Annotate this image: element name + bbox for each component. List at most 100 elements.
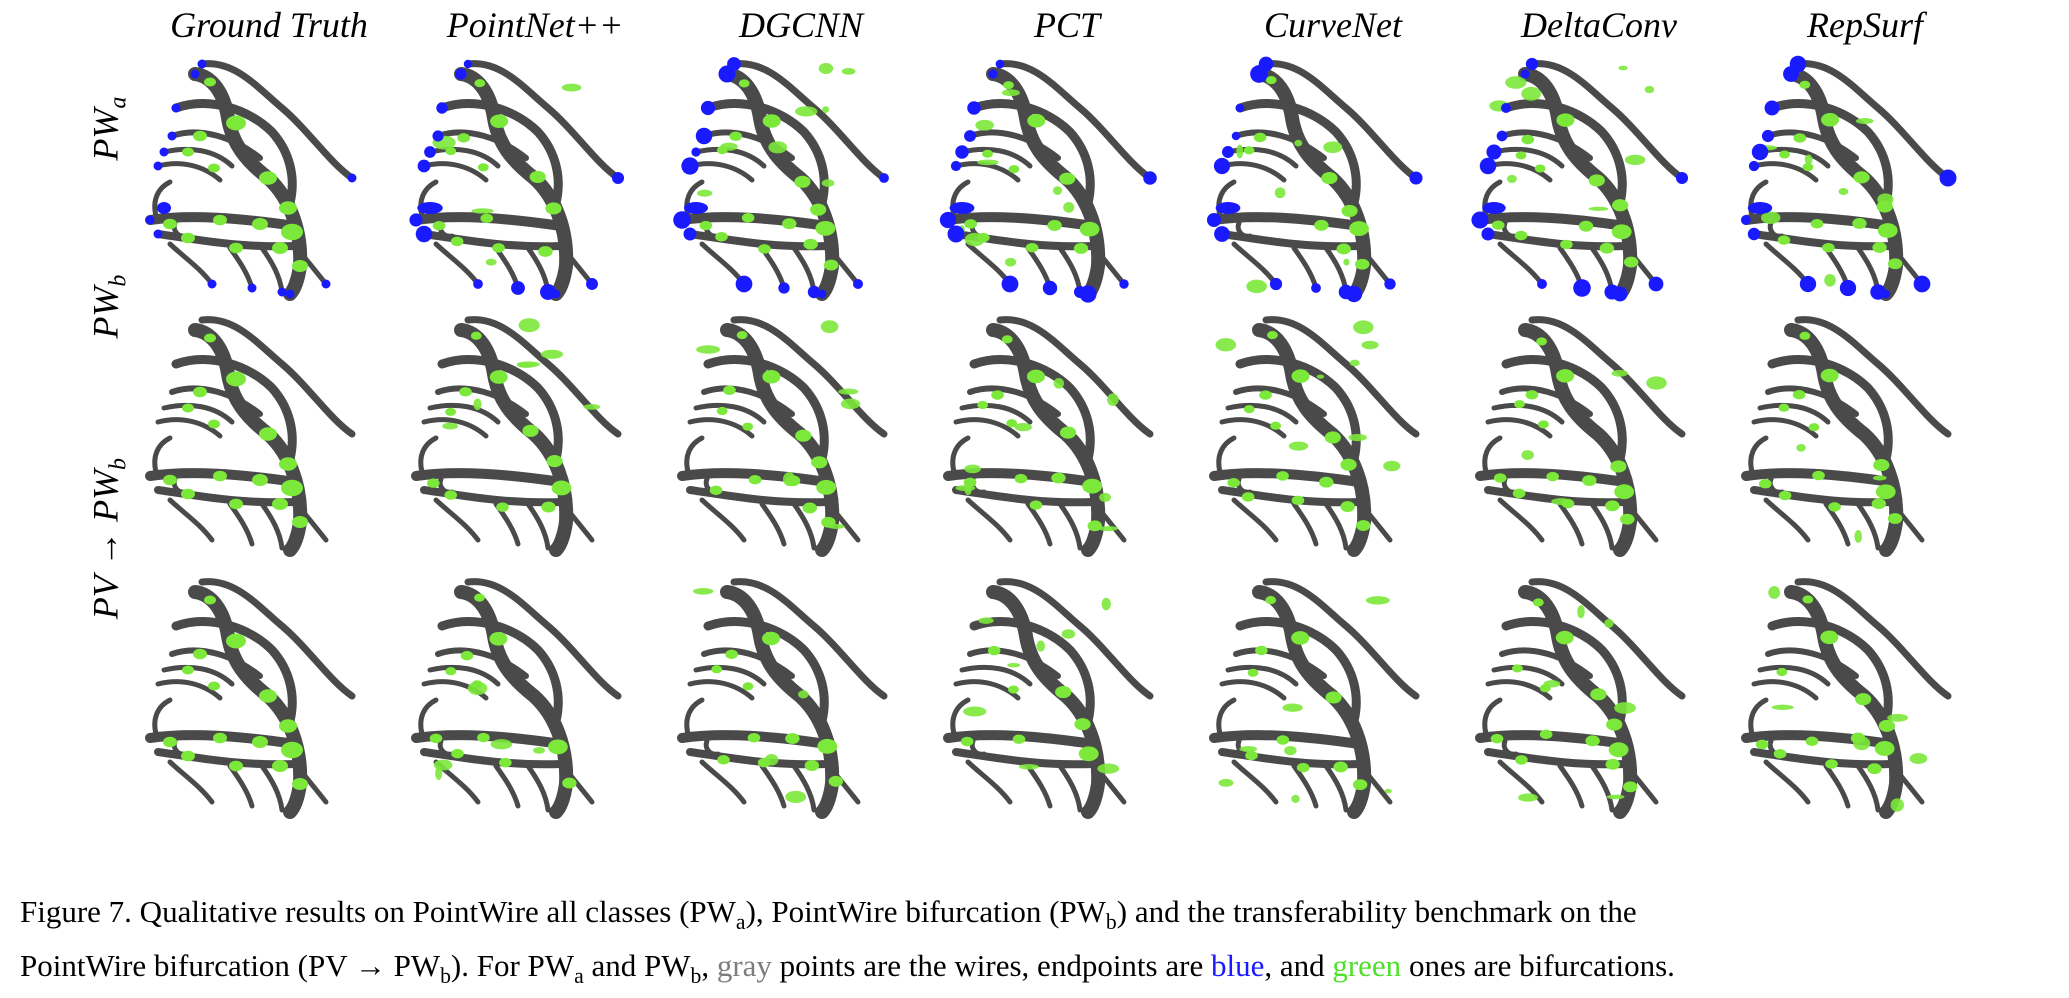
bifurcation-point bbox=[1871, 498, 1887, 510]
bifurcation-point bbox=[804, 760, 820, 771]
bifurcation-point bbox=[1029, 500, 1043, 510]
wire-segment bbox=[699, 241, 747, 287]
wire-segment bbox=[1291, 501, 1319, 547]
bifurcation-speckle bbox=[822, 106, 830, 114]
vessel-render bbox=[1209, 316, 1420, 557]
bifurcation-point bbox=[815, 220, 836, 236]
bifurcation-point bbox=[1812, 470, 1825, 481]
column-header: Ground Truth bbox=[170, 5, 368, 45]
bifurcation-point bbox=[281, 741, 303, 759]
endpoint-point bbox=[207, 279, 217, 289]
wire-segment bbox=[161, 664, 235, 687]
bifurcation-point bbox=[480, 213, 494, 224]
endpoint-point bbox=[1471, 211, 1489, 229]
caption-subscript: b bbox=[440, 964, 451, 989]
bifurcation-point bbox=[229, 760, 243, 772]
wire-segment bbox=[693, 664, 767, 687]
endpoint-point bbox=[735, 275, 753, 293]
endpoint-point bbox=[159, 147, 169, 157]
bifurcation-point bbox=[208, 163, 220, 173]
bifurcation-point bbox=[762, 114, 781, 128]
wire-segment bbox=[1499, 129, 1593, 161]
bifurcation-point bbox=[1777, 235, 1791, 245]
endpoint-point bbox=[540, 284, 556, 300]
bifurcation-point bbox=[292, 516, 308, 528]
result-cell bbox=[672, 566, 938, 828]
caption-text: PointWire bifurcation (PV → PW bbox=[20, 948, 441, 984]
bifurcation-speckle bbox=[975, 119, 994, 131]
bifurcation-point bbox=[794, 175, 811, 188]
result-cell bbox=[1204, 566, 1470, 828]
endpoint-point bbox=[1761, 129, 1775, 143]
bifurcation-speckle bbox=[1853, 736, 1871, 751]
bifurcation-point bbox=[1802, 595, 1814, 604]
wire-segment bbox=[969, 738, 987, 757]
wire-segment bbox=[1361, 505, 1393, 543]
endpoint-point bbox=[1409, 171, 1423, 185]
wire-segment bbox=[1589, 763, 1615, 813]
bifurcation-speckle bbox=[768, 141, 788, 154]
wire-segment bbox=[1763, 241, 1811, 287]
bifurcation-point bbox=[1026, 369, 1045, 384]
bifurcation-point bbox=[1560, 239, 1573, 250]
bifurcation-speckle bbox=[1365, 596, 1390, 605]
bifurcation-point bbox=[1270, 421, 1282, 430]
bifurcation-speckle bbox=[583, 404, 601, 410]
column-header: CurveNet bbox=[1264, 5, 1402, 45]
bifurcation-point bbox=[1087, 520, 1102, 532]
wire-segment bbox=[703, 99, 829, 208]
bifurcation-point bbox=[1265, 76, 1277, 85]
bifurcation-point bbox=[1590, 688, 1607, 701]
bifurcation-point bbox=[451, 748, 464, 759]
wire-segment bbox=[427, 146, 501, 169]
bifurcation-speckle bbox=[1521, 450, 1534, 460]
bifurcation-point bbox=[1878, 719, 1896, 732]
caption-text: ones are bifurcations. bbox=[1401, 948, 1675, 984]
bifurcation-speckle bbox=[1353, 320, 1374, 335]
bifurcation-point bbox=[1820, 368, 1839, 383]
bifurcation-speckle bbox=[696, 345, 721, 354]
wire-segment bbox=[1767, 220, 1785, 239]
bifurcation-point bbox=[213, 470, 227, 482]
bifurcation-point bbox=[499, 757, 512, 768]
row-label: PWb bbox=[83, 197, 140, 417]
bifurcation-point bbox=[1047, 220, 1062, 231]
bifurcation-speckle bbox=[1604, 618, 1614, 628]
bifurcation-point bbox=[1779, 150, 1790, 159]
bifurcation-point bbox=[762, 369, 781, 384]
bifurcation-point bbox=[1025, 242, 1039, 253]
wire-segment bbox=[1501, 476, 1519, 495]
bifurcation-speckle bbox=[1383, 460, 1401, 472]
wire-segment bbox=[1216, 435, 1237, 475]
bifurcation-speckle bbox=[1588, 206, 1609, 211]
bifurcation-point bbox=[1534, 164, 1546, 173]
bifurcation-point bbox=[1799, 80, 1811, 89]
bifurcation-point bbox=[459, 387, 472, 397]
bifurcation-point bbox=[1515, 151, 1527, 160]
bifurcation-point bbox=[1610, 460, 1627, 473]
bifurcation-point bbox=[204, 333, 216, 343]
bifurcation-point bbox=[450, 236, 464, 247]
wire-segment bbox=[759, 763, 787, 809]
bifurcation-point bbox=[182, 147, 194, 157]
bifurcation-point bbox=[1585, 735, 1600, 747]
bifurcation-speckle bbox=[1559, 116, 1572, 125]
bifurcation-point bbox=[477, 732, 490, 743]
bifurcation-point bbox=[1247, 668, 1259, 677]
bifurcation-speckle bbox=[1611, 369, 1628, 377]
endpoint-point bbox=[1001, 275, 1019, 293]
bifurcation-point bbox=[1605, 758, 1620, 770]
wire-segment bbox=[421, 417, 489, 439]
wire-segment bbox=[684, 697, 705, 737]
bifurcation-point bbox=[1515, 755, 1528, 765]
wire-segment bbox=[437, 99, 563, 208]
bifurcation-point bbox=[1321, 172, 1338, 185]
wire-segment bbox=[1794, 60, 1952, 182]
wire-segment bbox=[1231, 759, 1279, 805]
wire-segment bbox=[1741, 212, 1896, 231]
vessel-render bbox=[411, 316, 622, 557]
wire-segment bbox=[1323, 763, 1349, 813]
bifurcation-point bbox=[991, 390, 1004, 400]
row-label-main: PW bbox=[85, 286, 126, 339]
bifurcation-point bbox=[1008, 685, 1019, 694]
